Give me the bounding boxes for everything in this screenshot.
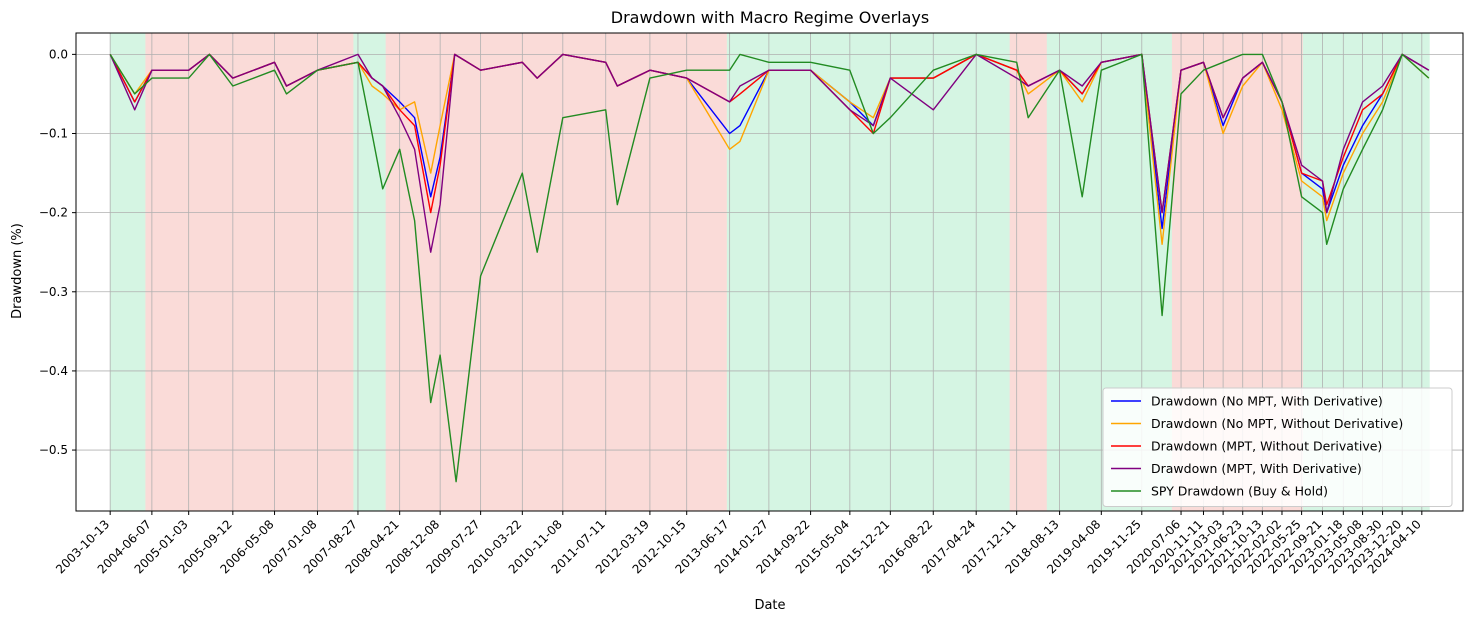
legend-label-4: Drawdown (MPT, With Derivative) (1151, 461, 1362, 476)
legend-box (1102, 387, 1453, 507)
regime-band-green (353, 33, 386, 511)
y-tick-label: −0.2 (39, 206, 68, 220)
plot-frame (75, 32, 1464, 512)
y-tick-label: −0.3 (39, 285, 68, 299)
regime-band-green (726, 33, 1010, 511)
legend-label-3: Drawdown (MPT, Without Derivative) (1151, 439, 1382, 454)
y-axis-label: Drawdown (%) (10, 223, 25, 319)
legend: Drawdown (No MPT, With Derivative) Drawdo… (1102, 387, 1453, 507)
series-line-4 (109, 53, 1430, 253)
regime-band-red (385, 33, 727, 511)
series-line-5 (109, 53, 1430, 483)
regime-band-red (145, 33, 354, 511)
x-axis-label: Date (754, 598, 785, 613)
legend-label-5: SPY Drawdown (Buy & Hold) (1151, 484, 1328, 499)
legend-label-1: Drawdown (No MPT, With Derivative) (1151, 394, 1383, 409)
y-tick-label: −0.4 (39, 364, 68, 378)
y-tick-label: −0.5 (39, 443, 68, 457)
chart-title: Drawdown with Macro Regime Overlays (611, 8, 929, 27)
legend-label-2: Drawdown (No MPT, Without Derivative) (1151, 416, 1403, 431)
y-tick-label: 0.0 (49, 47, 68, 61)
y-tick-label: −0.1 (39, 127, 68, 141)
regime-band-red (1009, 33, 1047, 511)
regime-band-green (110, 33, 146, 511)
